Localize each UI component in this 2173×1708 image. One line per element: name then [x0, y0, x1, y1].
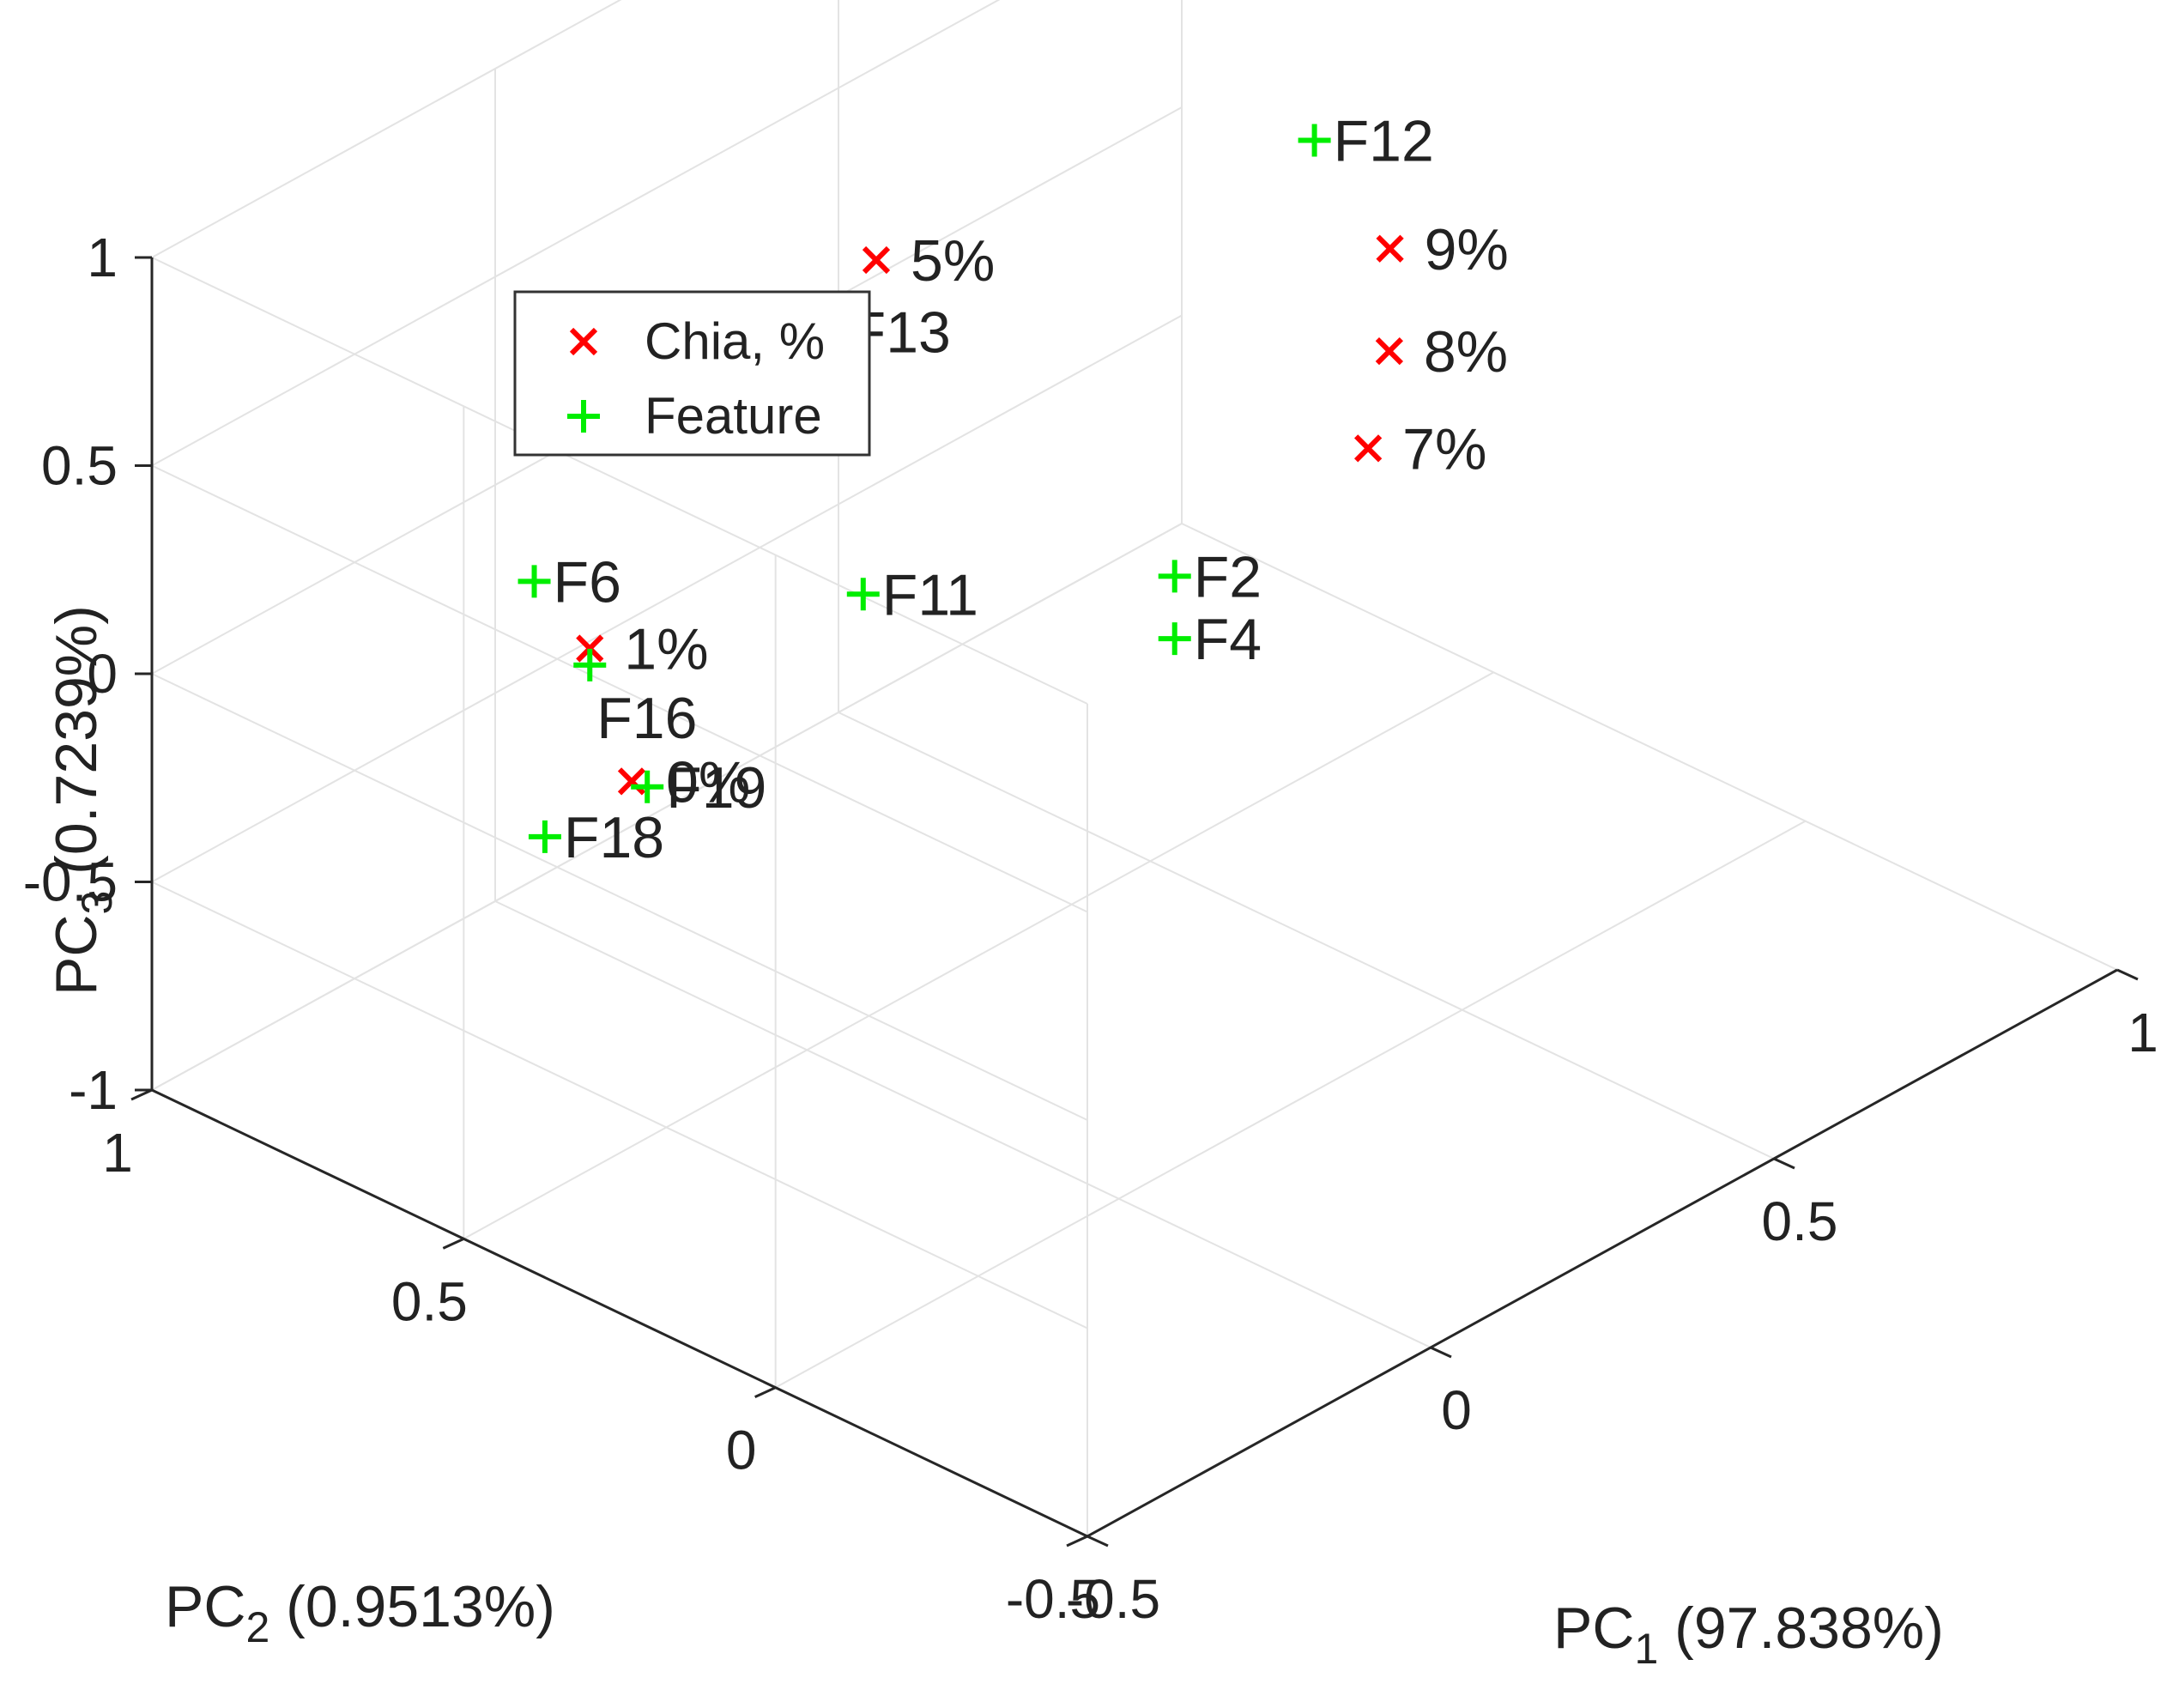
legend-marker-plus-glyph [567, 400, 600, 433]
grid-line-floor-pc1 [494, 900, 1432, 1348]
pc2-tick-label: 0 [726, 1420, 757, 1481]
tick-labels: -0.500.51-0.500.51-1-0.500.51 [23, 227, 2158, 1630]
marker-stroke [1354, 434, 1383, 463]
grid-line-backwall-pc3 [151, 523, 1183, 1091]
grid-line-backwall-pc3 [151, 314, 1183, 883]
grid-line-sidewall-pc3 [151, 464, 1088, 913]
legend-box [513, 290, 871, 457]
point-label-f18: F18 [564, 805, 664, 870]
marker-stroke [576, 634, 604, 663]
grid-line-backwall-pc3 [151, 0, 1001, 467]
grid-line-sidewall-pc3 [151, 881, 1088, 1329]
point-label-f19: F19 [666, 755, 766, 821]
point-label-f4: F4 [1194, 607, 1262, 672]
grid-line-floor-pc2 [463, 671, 1494, 1240]
pc1-tick-label: 0.5 [1762, 1190, 1838, 1252]
feature-point-marker [631, 770, 664, 803]
point-label-8pct: 8% [1424, 319, 1508, 385]
feature-point-marker [1158, 560, 1191, 593]
pc1-tick-label: 1 [2128, 1002, 2158, 1063]
chia-point-marker [1376, 234, 1404, 263]
marker-stroke [862, 245, 891, 275]
feature-point-marker [573, 648, 607, 681]
pc3-tick-label: 0.5 [41, 435, 118, 497]
legend-marker-plus [567, 400, 600, 433]
point-label-f2: F2 [1194, 544, 1262, 609]
chia-point-marker [862, 245, 891, 275]
marker-stroke [617, 767, 646, 796]
pc1-tick [1430, 1346, 1452, 1359]
marker-stroke [1375, 337, 1403, 366]
pc1-axis-title: PC1 (97.838%) [1553, 1596, 1944, 1673]
marker-stroke [569, 327, 598, 356]
pc1-axis-line [1086, 968, 2118, 1538]
pc1-tick [1086, 1535, 1109, 1547]
pc3-tick-label: -1 [69, 1059, 118, 1121]
pc2-axis-line [151, 1088, 1088, 1538]
feature-point-marker [518, 565, 551, 598]
grid-line-sidewall-pc3 [151, 673, 1088, 1121]
legend-marker-x [569, 327, 598, 356]
pc2-tick-label: -0.5 [1006, 1568, 1100, 1630]
legend-label-chia: Chia, % [645, 312, 825, 370]
axis-layer [130, 256, 2139, 1547]
chia-point-marker [576, 634, 604, 663]
legend-label-feature: Feature [645, 387, 822, 445]
pc2-tick-label: 0.5 [391, 1270, 468, 1332]
grid-line-backwall-pc3 [151, 0, 622, 258]
legend: Chia, % Feature [513, 290, 871, 457]
feature-point-marker [846, 578, 880, 611]
pc2-tick-label: 1 [102, 1122, 133, 1184]
point-label-0pct: 0% [666, 749, 750, 815]
point-label-f12: F12 [1334, 109, 1434, 174]
pc2-tick [442, 1237, 464, 1250]
point-label-9pct: 9% [1425, 217, 1509, 282]
legend-marker-x-glyph [569, 327, 598, 356]
chia-point-marker [1354, 434, 1383, 463]
pc3-tick-label: -0.5 [23, 851, 118, 913]
point-label-1pct: 1% [624, 617, 708, 682]
feature-point-marker [1158, 622, 1191, 656]
point-label-5pct: 5% [911, 228, 995, 294]
feature-point-marker [1298, 124, 1331, 157]
grid-line-floor-pc1 [838, 712, 1775, 1160]
pc3-axis-title: PC3 (0.7239%) [44, 605, 121, 996]
axis-labels: PC1 (97.838%) PC2 (0.9513%) PC3 (0.7239%) [44, 605, 1944, 1673]
feature-point-marker [528, 820, 561, 853]
point-label-f16: F16 [596, 686, 697, 751]
grid-line-floor-pc2 [775, 820, 1807, 1389]
pc3-tick-label: 0 [87, 643, 118, 705]
chia-point-marker [617, 767, 646, 796]
pc2-tick [754, 1386, 777, 1399]
pc1-tick-label: 0 [1441, 1379, 1472, 1441]
pc2-tick [130, 1088, 153, 1101]
pc3-tick-label: 1 [87, 227, 118, 288]
pc1-tick-label: -0.5 [1066, 1568, 1160, 1630]
point-label-f6: F6 [554, 549, 621, 615]
grid-line-sidewall-pc3 [151, 257, 1088, 705]
point-label-7pct: 7% [1402, 416, 1486, 482]
point-label-f11: F11 [882, 562, 978, 627]
pc2-axis-title: PC2 (0.9513%) [165, 1574, 555, 1651]
pc1-tick [1773, 1157, 1795, 1170]
grid-line-floor-pc1 [1181, 523, 2118, 971]
chia-point-marker [1375, 337, 1403, 366]
pc2-tick [1066, 1535, 1088, 1547]
pc1-tick [2116, 968, 2139, 981]
marker-stroke [1376, 234, 1404, 263]
